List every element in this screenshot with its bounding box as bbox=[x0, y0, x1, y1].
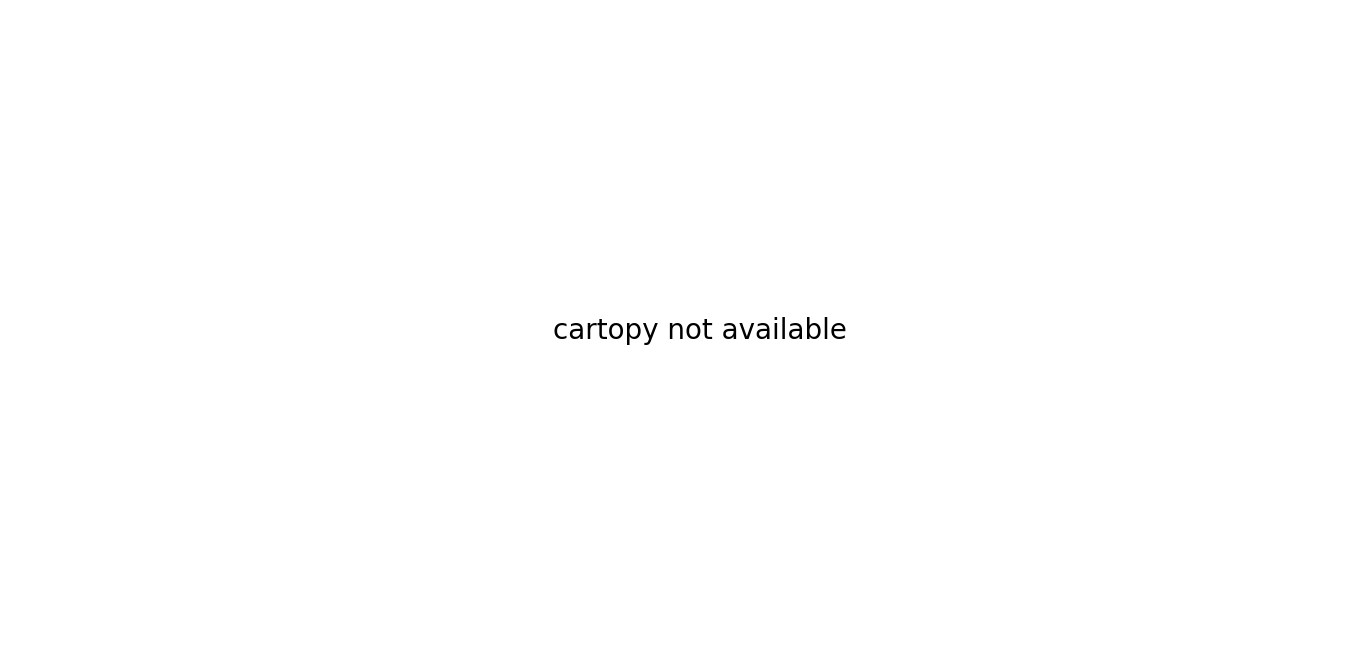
Text: cartopy not available: cartopy not available bbox=[553, 317, 847, 345]
